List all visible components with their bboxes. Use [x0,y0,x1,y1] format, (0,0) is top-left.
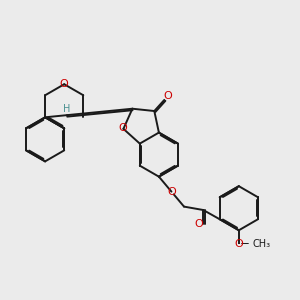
Text: O: O [60,79,69,89]
Text: O: O [167,187,176,196]
Text: O: O [163,92,172,101]
Text: O: O [119,123,128,133]
Text: CH₃: CH₃ [252,239,271,249]
Text: H: H [63,104,70,114]
Text: O: O [235,239,243,249]
Text: O: O [194,218,203,229]
